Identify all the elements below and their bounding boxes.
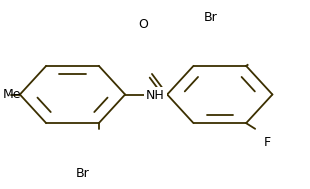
Text: Me: Me: [2, 88, 21, 101]
Text: NH: NH: [146, 89, 165, 102]
Text: O: O: [138, 18, 148, 31]
Text: F: F: [264, 136, 271, 149]
Text: Br: Br: [76, 167, 90, 180]
Text: Br: Br: [203, 11, 217, 24]
Text: NH: NH: [146, 89, 165, 102]
